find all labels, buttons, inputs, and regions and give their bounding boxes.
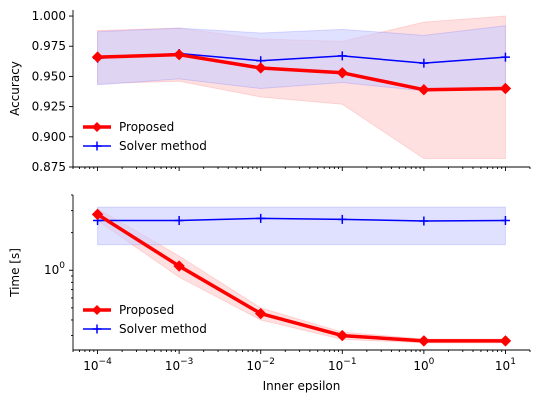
x-tick-label: 101 (495, 357, 516, 373)
point-proposed (173, 48, 185, 61)
point-proposed (499, 335, 512, 347)
point-proposed (418, 84, 430, 96)
line-proposed (96, 212, 506, 343)
legend-label-proposed: Proposed (119, 120, 174, 134)
x-tick-label-exp: 1 (510, 357, 516, 367)
legend: Proposed Solver method (83, 120, 207, 153)
legend-marker-proposed (92, 305, 102, 315)
point-solver (419, 58, 429, 68)
legend-label-solver: Solver method (119, 322, 207, 336)
line-solver (97, 217, 506, 222)
y-tick-label: 0.950 (32, 69, 66, 83)
legend-label-proposed: Proposed (119, 303, 174, 317)
point-proposed (255, 307, 267, 320)
y-axis-label: Time [s] (8, 248, 22, 298)
y-tick-label: 0.875 (32, 160, 66, 174)
x-tick-label-exp: −2 (262, 357, 275, 367)
point-solver (174, 216, 184, 226)
x-tick-label: 10−1 (328, 357, 357, 373)
x-tick-label-exp: −3 (180, 357, 193, 367)
legend: Proposed Solver method (83, 303, 207, 336)
point-proposed (173, 260, 185, 272)
point-proposed (255, 62, 267, 74)
legend-marker-proposed (92, 122, 102, 132)
line-proposed (97, 52, 506, 92)
point-proposed (336, 67, 348, 79)
point-solver (337, 51, 347, 61)
x-tick-label-base: 10 (495, 359, 510, 373)
point-solver (419, 216, 429, 226)
x-tick-label-base: 10 (328, 359, 343, 373)
point-solver (337, 214, 347, 224)
x-tick-label-base: 10 (165, 359, 180, 373)
x-axis-label: Inner epsilon (263, 379, 341, 393)
x-tick-label: 10−4 (83, 357, 112, 373)
x-tick-label-base: 10 (246, 359, 261, 373)
point-solver (500, 52, 510, 62)
x-tick-label: 100 (413, 357, 434, 373)
x-tick-label-exp: −1 (343, 357, 356, 367)
y-tick-label: 0.925 (32, 100, 66, 114)
x-tick-label: 10−3 (165, 357, 194, 373)
x-tick-label-base: 10 (83, 359, 98, 373)
legend-label-solver: Solver method (119, 139, 207, 153)
y-tick-label: 100 (44, 261, 65, 277)
band-solver (97, 206, 506, 246)
point-proposed (418, 335, 430, 347)
point-solver (500, 216, 510, 226)
y-tick-label: 0.975 (32, 39, 66, 53)
y-tick-label: 1.000 (32, 9, 66, 23)
y-tick-label: 0.900 (32, 130, 66, 144)
y-axis-label: Accuracy (8, 61, 22, 116)
x-tick-label-exp: −4 (99, 357, 113, 367)
legend-marker-solver (92, 324, 102, 334)
point-proposed (499, 82, 512, 95)
legend-marker-solver (92, 141, 102, 151)
x-tick-label: 10−2 (246, 357, 275, 373)
subplot-accuracy: 0.875 0.900 0.925 0.950 0.975 1.000 Accuracy Pr… (8, 9, 531, 174)
y-tick-label-base: 10 (44, 263, 59, 277)
point-solver (256, 213, 266, 223)
point-proposed (91, 51, 104, 63)
x-tick-label-exp: 0 (429, 357, 435, 367)
y-tick-label-exp: 0 (59, 261, 65, 271)
point-proposed (91, 208, 104, 221)
plot-area (91, 206, 512, 347)
x-tick-label-base: 10 (413, 359, 428, 373)
plot-area (91, 15, 512, 160)
point-proposed (336, 329, 348, 342)
